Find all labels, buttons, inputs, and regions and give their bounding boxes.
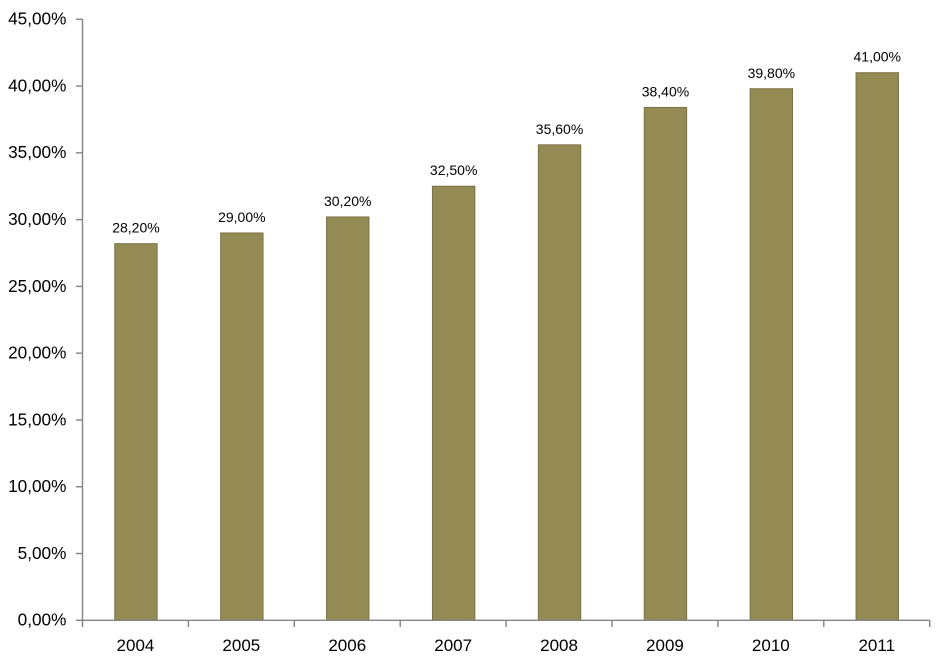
svg-text:2004: 2004 [117,636,155,655]
svg-text:2009: 2009 [646,636,684,655]
svg-text:20,00%: 20,00% [8,343,66,363]
svg-text:2008: 2008 [540,636,578,655]
svg-text:2011: 2011 [858,636,895,655]
svg-text:25,00%: 25,00% [8,276,66,296]
svg-text:0,00%: 0,00% [18,610,67,630]
svg-text:35,00%: 35,00% [8,142,66,162]
svg-text:5,00%: 5,00% [18,543,67,563]
svg-text:40,00%: 40,00% [8,75,66,95]
svg-text:2006: 2006 [328,636,366,655]
svg-text:30,20%: 30,20% [324,193,371,209]
svg-text:35,60%: 35,60% [536,121,583,137]
svg-text:2005: 2005 [222,636,260,655]
svg-text:39,80%: 39,80% [748,65,795,81]
svg-text:29,00%: 29,00% [218,209,265,225]
svg-text:41,00%: 41,00% [854,49,901,65]
svg-text:15,00%: 15,00% [8,409,66,429]
svg-text:38,40%: 38,40% [642,83,689,99]
svg-text:2010: 2010 [752,636,790,655]
svg-text:30,00%: 30,00% [8,209,66,229]
svg-text:45,00%: 45,00% [8,9,66,29]
svg-text:2007: 2007 [434,636,472,655]
svg-text:32,50%: 32,50% [430,162,477,178]
svg-text:28,20%: 28,20% [112,220,159,236]
svg-text:10,00%: 10,00% [8,476,66,496]
